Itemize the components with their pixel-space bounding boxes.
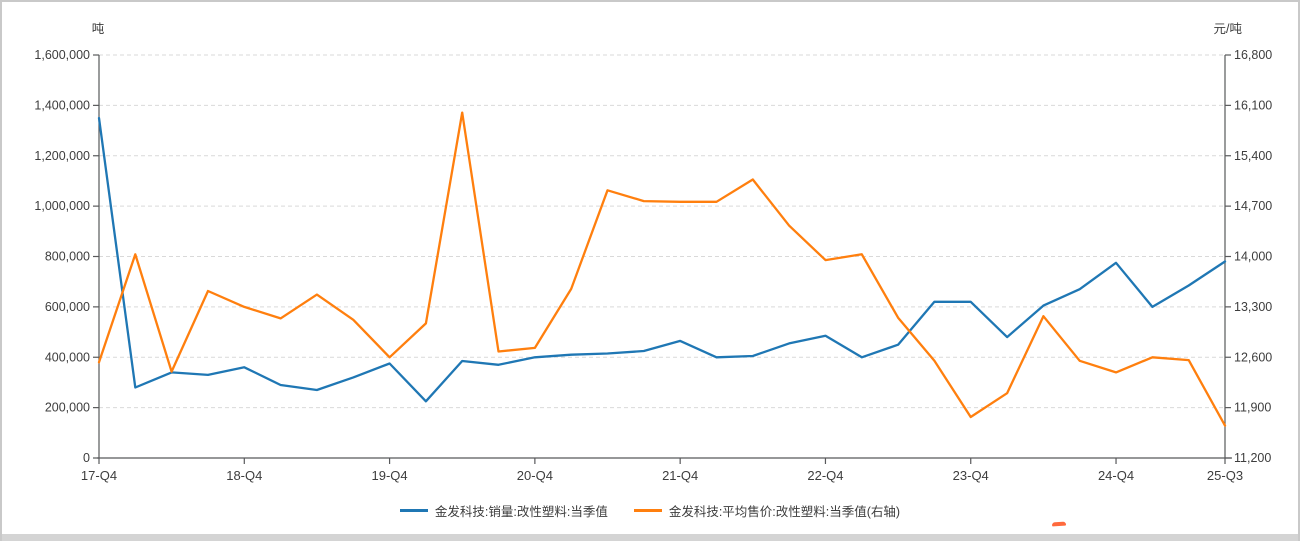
left-axis-tick-label: 0 — [83, 451, 90, 465]
orange-smudge-artifact — [1051, 521, 1067, 527]
right-axis-tick-label: 12,600 — [1234, 350, 1272, 364]
left-axis-tick-label: 1,200,000 — [34, 149, 90, 163]
x-axis-tick-label: 21-Q4 — [662, 468, 698, 483]
average-price-line — [97, 111, 1227, 427]
x-axis-tick-label: 18-Q4 — [226, 468, 262, 483]
x-axis-tick-label: 17-Q4 — [81, 468, 117, 483]
left-axis-unit-label: 吨 — [92, 22, 105, 36]
window-bottom-edge — [2, 534, 1298, 541]
sales-volume-legend-label: 金发科技:销量:改性塑料:当季值 — [434, 505, 608, 519]
right-axis-tick-label: 14,000 — [1234, 250, 1272, 264]
right-axis-tick-label: 15,400 — [1234, 149, 1272, 163]
average-price-line-swatch — [633, 509, 662, 512]
left-axis-tick-label: 1,000,000 — [34, 199, 90, 213]
left-axis-tick-label: 1,400,000 — [34, 98, 90, 112]
right-axis-tick-label: 11,200 — [1234, 451, 1271, 465]
sales-volume-line — [97, 116, 1227, 403]
left-axis-tick-label: 1,600,000 — [34, 48, 90, 62]
left-axis-tick-label: 400,000 — [45, 350, 90, 364]
average-price-legend-label: 金发科技:平均售价:改性塑料:当季值(右轴) — [668, 505, 901, 519]
right-axis-tick-label: 16,800 — [1234, 48, 1272, 62]
gridlines — [99, 54, 1225, 409]
x-axis-tick-label: 22-Q4 — [807, 468, 843, 483]
legend: 金发科技:销量:改性塑料:当季值 金发科技:平均售价:改性塑料:当季值(右轴) — [2, 501, 1298, 520]
x-axis-tick-label: 19-Q4 — [372, 468, 408, 483]
right-axis-tick-label: 16,100 — [1234, 98, 1272, 112]
axes — [93, 54, 1232, 464]
tick-labels: 0 200,000 400,000 600,000 800,000 1,000,000 1,… — [34, 48, 1272, 483]
x-axis-tick-label: 24-Q4 — [1098, 468, 1134, 483]
right-axis-tick-label: 14,700 — [1234, 199, 1272, 213]
x-axis-tick-label: 20-Q4 — [517, 468, 553, 483]
left-axis-tick-label: 200,000 — [45, 401, 90, 415]
x-axis-tick-label: 23-Q4 — [953, 468, 989, 483]
right-axis-unit-label: 元/吨 — [1214, 22, 1243, 36]
left-axis-tick-label: 800,000 — [45, 250, 90, 264]
dual-axis-line-chart: 吨 元/吨 0 200,000 400,000 600,000 800,000 1,000… — [34, 22, 1272, 483]
legend-item-average-price: 金发科技:平均售价:改性塑料:当季值(右轴) — [633, 501, 901, 520]
sales-volume-line-swatch — [399, 509, 428, 512]
legend-item-sales-volume: 金发科技:销量:改性塑料:当季值 — [399, 501, 608, 520]
series-lines — [97, 111, 1227, 427]
x-axis-tick-label: 25-Q3 — [1207, 468, 1243, 483]
right-axis-tick-label: 13,300 — [1234, 300, 1272, 314]
right-axis-tick-label: 11,900 — [1234, 401, 1271, 415]
left-axis-tick-label: 600,000 — [45, 300, 90, 314]
